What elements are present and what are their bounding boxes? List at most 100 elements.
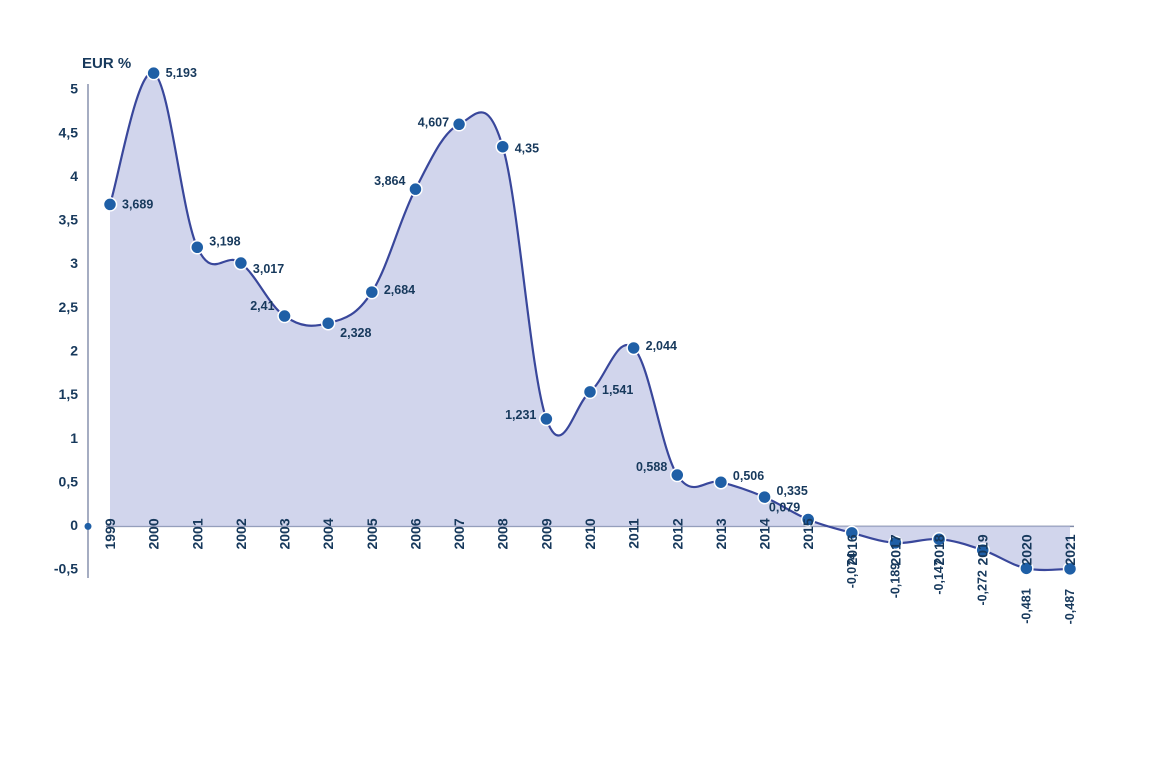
- x-category: 2019: [975, 534, 991, 565]
- y-tick-label: 2: [70, 343, 78, 359]
- data-label-group: -0,272: [976, 570, 990, 605]
- y-tick-label: 0: [70, 517, 78, 533]
- x-category: 1999: [102, 518, 118, 549]
- data-label: -0,189: [888, 563, 902, 598]
- data-marker: [671, 469, 684, 482]
- data-marker: [627, 341, 640, 354]
- data-label-group: -0,147: [932, 559, 946, 594]
- x-category: 2009: [538, 518, 554, 549]
- data-marker: [714, 476, 727, 489]
- data-label: 3,198: [209, 234, 240, 248]
- data-label-group: -0,189: [888, 563, 902, 598]
- x-category: 2021: [1062, 534, 1078, 565]
- data-marker: [234, 257, 247, 270]
- x-category-label: 2001: [189, 518, 205, 549]
- data-label: 2,044: [646, 339, 677, 353]
- x-category: 2013: [713, 518, 729, 549]
- x-category-label: 2010: [582, 518, 598, 549]
- x-category: 2001: [189, 518, 205, 549]
- data-label: 4,607: [418, 115, 449, 129]
- y-tick-label: 5: [70, 81, 78, 97]
- data-marker: [409, 183, 422, 196]
- data-marker: [322, 317, 335, 330]
- data-label: 2,328: [340, 326, 371, 340]
- data-label: 0,588: [636, 460, 667, 474]
- data-label: 5,193: [166, 66, 197, 80]
- data-marker: [496, 140, 509, 153]
- data-marker: [191, 241, 204, 254]
- data-marker: [540, 412, 553, 425]
- data-label-group: -0,487: [1063, 589, 1077, 624]
- x-category-label: 2000: [146, 518, 162, 549]
- data-label: 0,335: [777, 484, 808, 498]
- area-line-chart: -0,500,511,522,533,544,55EUR %1999200020…: [0, 0, 1176, 784]
- x-category-label: 2017: [887, 534, 903, 565]
- data-label: 4,35: [515, 142, 539, 156]
- y-tick-label: 4,5: [59, 124, 79, 140]
- x-category: 2012: [669, 518, 685, 549]
- x-category-label: 2009: [538, 518, 554, 549]
- x-category-label: 2015: [800, 518, 816, 549]
- data-label: 3,017: [253, 262, 284, 276]
- x-category-label: 2011: [626, 518, 642, 549]
- data-label: -0,074: [845, 553, 859, 588]
- x-category: 2014: [757, 518, 773, 549]
- data-marker: [453, 118, 466, 131]
- data-marker: [365, 286, 378, 299]
- y-tick-label: 1: [70, 430, 78, 446]
- y-tick-label: -0,5: [54, 561, 78, 577]
- x-category-label: 2007: [451, 518, 467, 549]
- data-marker: [147, 67, 160, 80]
- x-category-label: 2006: [407, 518, 423, 549]
- data-label: -0,481: [1019, 588, 1033, 623]
- data-label: 0,506: [733, 469, 764, 483]
- data-marker: [104, 198, 117, 211]
- data-label: -0,487: [1063, 589, 1077, 624]
- y-tick-label: 4: [70, 168, 78, 184]
- data-label: -0,272: [976, 570, 990, 605]
- data-label: 2,684: [384, 283, 415, 297]
- x-category: 2020: [1018, 534, 1034, 565]
- x-category: 2015: [800, 518, 816, 549]
- x-category: 2017: [887, 534, 903, 565]
- y-axis-title: EUR %: [82, 55, 131, 72]
- chart-container: -0,500,511,522,533,544,55EUR %1999200020…: [0, 0, 1176, 784]
- y-tick-label: 3: [70, 255, 78, 271]
- x-category: 2002: [233, 518, 249, 549]
- y-tick-label: 3,5: [59, 212, 79, 228]
- x-category-label: 2004: [320, 518, 336, 549]
- x-category-label: 2014: [757, 518, 773, 549]
- x-category: 2008: [495, 518, 511, 549]
- data-label: 2,41: [250, 299, 274, 313]
- x-category: 2000: [146, 518, 162, 549]
- x-category: 2004: [320, 518, 336, 549]
- data-label: -0,147: [932, 559, 946, 594]
- x-category: 2007: [451, 518, 467, 549]
- x-category-label: 2005: [364, 518, 380, 549]
- y-tick-label: 1,5: [59, 386, 79, 402]
- x-category-label: 2013: [713, 518, 729, 549]
- data-label-group: -0,074: [845, 553, 859, 588]
- x-category-label: 2012: [669, 518, 685, 549]
- data-label: 0,079: [769, 500, 800, 514]
- data-marker: [278, 310, 291, 323]
- x-category: 2010: [582, 518, 598, 549]
- data-marker: [584, 385, 597, 398]
- x-category-label: 2002: [233, 518, 249, 549]
- x-category-label: 2019: [975, 534, 991, 565]
- data-label-group: -0,481: [1019, 588, 1033, 623]
- data-label: 3,689: [122, 197, 153, 211]
- y-axis-zero-dot: [85, 523, 92, 530]
- x-category: 2006: [407, 518, 423, 549]
- data-label: 1,231: [505, 408, 536, 422]
- x-category-label: 2003: [277, 518, 293, 549]
- data-label: 3,864: [374, 174, 405, 188]
- x-category: 2011: [626, 518, 642, 549]
- x-category-label: 2021: [1062, 534, 1078, 565]
- x-category: 2003: [277, 518, 293, 549]
- y-tick-label: 2,5: [59, 299, 79, 315]
- x-category: 2005: [364, 518, 380, 549]
- data-label: 1,541: [602, 383, 633, 397]
- x-category-label: 1999: [102, 518, 118, 549]
- x-category-label: 2008: [495, 518, 511, 549]
